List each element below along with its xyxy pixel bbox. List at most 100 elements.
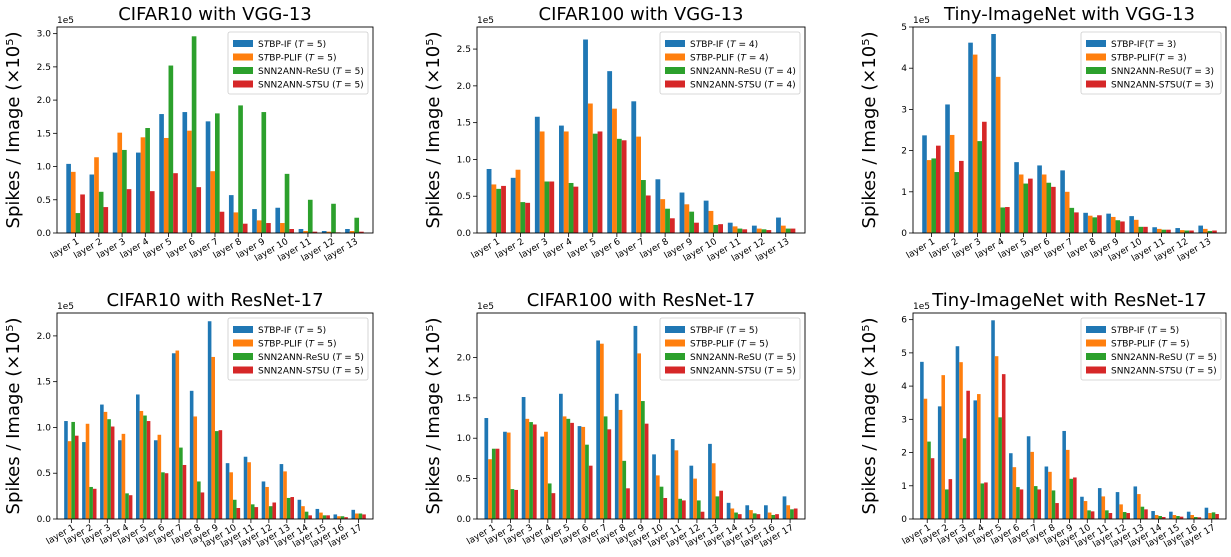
bar bbox=[85, 423, 90, 519]
bar bbox=[229, 472, 233, 519]
bar bbox=[1110, 216, 1116, 233]
bar bbox=[1092, 217, 1098, 233]
bar bbox=[89, 486, 93, 519]
bar bbox=[286, 497, 291, 519]
bar bbox=[937, 406, 942, 519]
y-tick-label: 0 bbox=[901, 229, 907, 239]
bar bbox=[669, 218, 675, 233]
bar bbox=[1133, 486, 1138, 519]
bar bbox=[187, 130, 192, 233]
legend-label: STBP-IF(T = 3) bbox=[1111, 40, 1176, 50]
y-tick-label: 6 bbox=[901, 316, 907, 326]
bar bbox=[682, 500, 686, 519]
bar bbox=[1087, 215, 1093, 233]
bar bbox=[303, 231, 308, 233]
bar bbox=[674, 450, 679, 519]
bar bbox=[326, 515, 330, 519]
axis-offset-label: 1e5 bbox=[477, 16, 494, 26]
chart-title: CIFAR10 with VGG-13 bbox=[118, 4, 312, 25]
legend-box bbox=[1080, 317, 1222, 381]
legend-swatch bbox=[665, 80, 685, 88]
bar bbox=[790, 228, 796, 233]
bar bbox=[927, 441, 931, 519]
y-tick-label: 1.0 bbox=[457, 434, 472, 444]
bar bbox=[1140, 506, 1145, 519]
bar bbox=[1101, 496, 1106, 519]
bar bbox=[764, 505, 768, 519]
legend-label: STBP-PLIF (T = 4) bbox=[690, 54, 769, 64]
bar bbox=[521, 397, 526, 519]
bar bbox=[1033, 486, 1038, 519]
bar bbox=[577, 426, 582, 519]
bar bbox=[696, 500, 701, 519]
bar bbox=[977, 394, 981, 519]
legend-swatch bbox=[665, 366, 685, 374]
bar bbox=[737, 514, 742, 519]
bar bbox=[600, 343, 604, 519]
y-tick-label: 1.5 bbox=[457, 119, 471, 129]
bar bbox=[1211, 512, 1216, 519]
bar bbox=[1154, 515, 1159, 519]
y-tick-label: 0.0 bbox=[457, 515, 472, 525]
bar bbox=[592, 133, 598, 233]
legend-label: STBP-PLIF(T = 3) bbox=[1111, 54, 1187, 64]
bar bbox=[250, 504, 255, 519]
legend-label: SNN2ANN-STSU (T = 4) bbox=[690, 81, 796, 91]
bar bbox=[1097, 215, 1102, 233]
bar bbox=[321, 231, 327, 233]
bar bbox=[215, 113, 220, 233]
bar bbox=[75, 213, 81, 233]
bar bbox=[570, 422, 574, 519]
legend-swatch bbox=[665, 40, 685, 47]
legend-label: STBP-PLIF (T = 5) bbox=[690, 340, 769, 350]
legend-swatch bbox=[233, 353, 253, 360]
bar bbox=[1197, 517, 1202, 519]
y-tick-label: 2.5 bbox=[457, 45, 471, 55]
y-tick-label: 1 bbox=[901, 482, 907, 492]
bar bbox=[1080, 496, 1084, 519]
y-tick-label: 0 bbox=[901, 515, 907, 525]
bar bbox=[495, 448, 500, 519]
bar bbox=[713, 224, 719, 233]
bar bbox=[1044, 466, 1049, 519]
bar bbox=[215, 431, 219, 519]
y-tick-label: 4 bbox=[901, 64, 907, 74]
bar bbox=[1001, 374, 1006, 519]
bar bbox=[1152, 227, 1157, 233]
bar bbox=[1169, 511, 1173, 519]
legend-label: SNN2ANN-ReSU (T = 5) bbox=[258, 353, 364, 363]
bar bbox=[941, 375, 946, 519]
bar bbox=[568, 182, 574, 233]
bar bbox=[549, 181, 555, 233]
bar bbox=[659, 486, 664, 519]
bar bbox=[92, 488, 97, 519]
y-tick-label: 0.5 bbox=[457, 475, 471, 485]
y-tick-label: 3 bbox=[901, 105, 907, 115]
bar bbox=[290, 497, 294, 519]
bar bbox=[284, 173, 290, 233]
bar bbox=[322, 515, 327, 519]
bar bbox=[995, 76, 1001, 233]
bar bbox=[670, 439, 675, 519]
bar bbox=[1126, 513, 1130, 519]
bar bbox=[272, 502, 277, 519]
bar bbox=[344, 517, 348, 519]
bar bbox=[315, 508, 320, 519]
y-tick-label: 2.0 bbox=[37, 332, 52, 342]
axis-offset-label: 1e5 bbox=[57, 302, 74, 312]
legend-label: SNN2ANN-STSU (T = 5) bbox=[1111, 367, 1217, 377]
legend-swatch bbox=[665, 53, 685, 61]
y-axis-label: Spikes / Image (×10⁵) bbox=[423, 318, 444, 515]
bar bbox=[189, 390, 194, 519]
legend-label: SNN2ANN-STSU (T = 5) bbox=[258, 367, 364, 377]
chart-title: CIFAR100 with ResNet-17 bbox=[527, 290, 756, 311]
bar bbox=[94, 157, 99, 233]
bar bbox=[1083, 501, 1088, 519]
bar bbox=[126, 189, 132, 233]
bar bbox=[289, 229, 294, 233]
bar bbox=[655, 179, 661, 233]
bar bbox=[730, 508, 735, 519]
bar bbox=[641, 180, 646, 233]
bar bbox=[581, 426, 586, 519]
legend-swatch bbox=[1086, 339, 1106, 347]
